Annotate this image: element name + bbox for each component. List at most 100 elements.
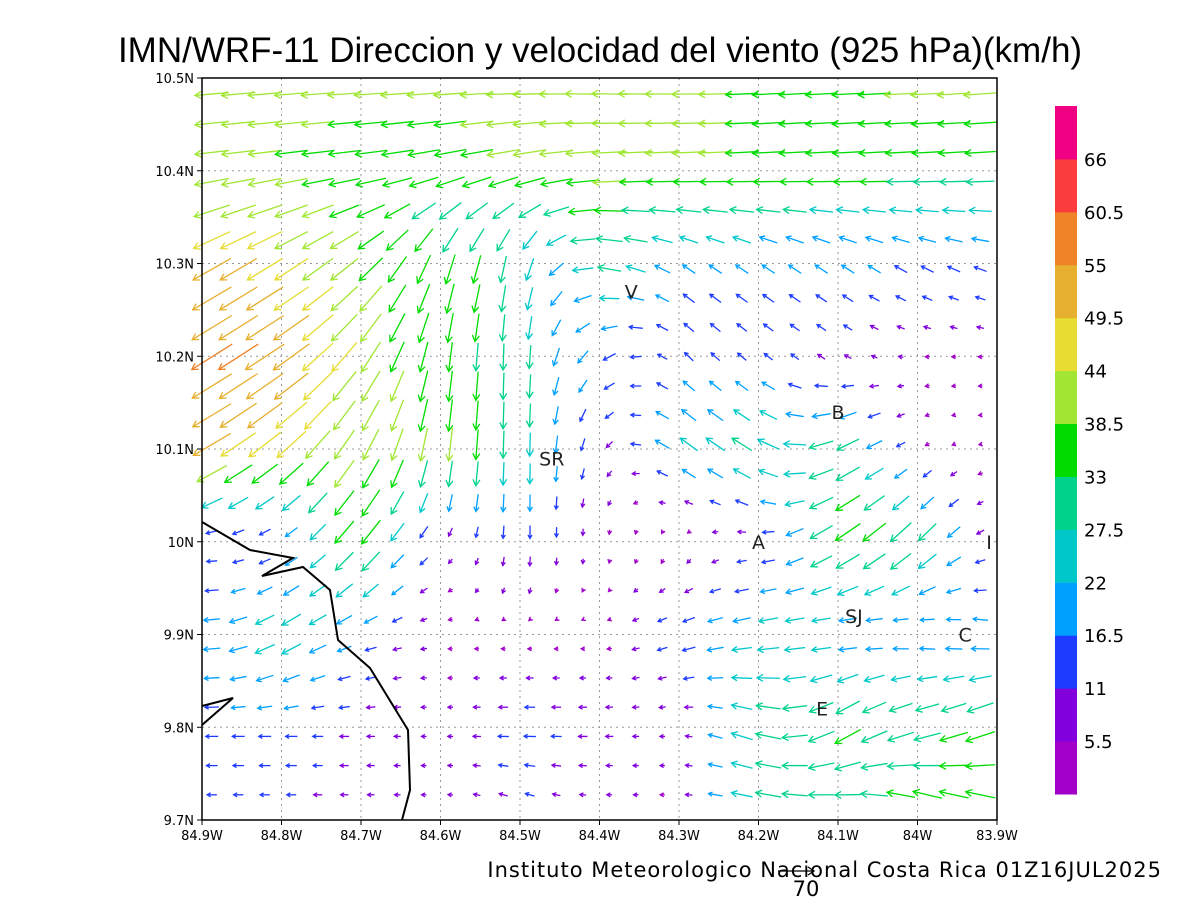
wind-arrow — [392, 586, 403, 595]
wind-arrow — [658, 618, 667, 622]
wind-arrow — [812, 413, 830, 418]
wind-arrow — [865, 586, 884, 595]
wind-arrow — [255, 645, 274, 654]
wind-arrow-shaft — [448, 313, 454, 342]
wind-arrow-shaft — [529, 374, 530, 397]
wind-arrow-shaft — [530, 404, 531, 427]
wind-arrow — [608, 500, 612, 505]
wind-arrow — [914, 733, 940, 742]
wind-arrow-shaft — [762, 265, 774, 273]
colorbar-swatch — [1055, 529, 1077, 582]
wind-arrow — [738, 353, 747, 360]
wind-arrow — [497, 229, 510, 250]
wind-arrow-shaft — [763, 295, 774, 303]
wind-arrow — [554, 497, 558, 510]
wind-arrow — [447, 494, 452, 511]
wind-arrow — [523, 231, 537, 249]
wind-arrow — [475, 558, 479, 564]
wind-arrow — [259, 734, 271, 738]
wind-arrow-shaft — [363, 584, 378, 597]
wind-arrow — [686, 734, 693, 738]
wind-arrow — [978, 501, 984, 505]
wind-arrow — [785, 501, 804, 507]
wind-arrow-shaft — [965, 151, 996, 153]
wind-arrow — [303, 205, 334, 218]
wind-arrow — [786, 588, 804, 594]
wind-arrow — [313, 734, 323, 738]
wind-arrow — [979, 442, 983, 446]
coastline — [202, 522, 410, 820]
colorbar-swatch — [1055, 106, 1077, 159]
wind-arrow — [952, 384, 956, 388]
wind-arrow — [500, 373, 507, 400]
wind-arrow-shaft — [335, 491, 354, 515]
wind-arrow — [655, 265, 670, 273]
wind-arrow — [393, 647, 401, 651]
wind-arrow — [711, 324, 721, 332]
wind-arrow — [632, 472, 639, 476]
wind-arrow — [914, 178, 942, 185]
wind-arrow — [836, 467, 859, 480]
colorbar-label: 22 — [1084, 573, 1107, 594]
wind-arrow — [707, 647, 723, 652]
wind-arrow — [733, 236, 751, 243]
wind-arrow — [461, 150, 493, 158]
wind-arrow — [526, 374, 533, 397]
wind-arrow — [500, 462, 507, 485]
wind-arrow-shaft — [283, 495, 301, 510]
wind-arrow-shaft — [940, 765, 968, 766]
wind-arrow-shaft — [708, 410, 723, 421]
wind-arrow-shaft — [275, 232, 308, 249]
wind-arrow — [280, 463, 303, 484]
wind-arrow-shaft — [600, 298, 620, 299]
wind-arrow — [737, 324, 747, 332]
wind-arrow — [780, 178, 809, 185]
wind-arrow — [338, 676, 350, 680]
wind-arrow — [730, 207, 754, 214]
wind-arrow — [684, 676, 695, 680]
wind-arrow — [390, 342, 404, 372]
wind-arrow — [285, 528, 297, 537]
wind-arrow-shaft — [302, 178, 333, 184]
wind-arrow-shaft — [967, 181, 995, 182]
wind-arrow — [897, 413, 904, 417]
wind-arrow — [661, 559, 665, 563]
wind-arrow-shaft — [706, 438, 724, 451]
wind-arrow — [839, 647, 857, 652]
wind-arrow — [363, 429, 379, 459]
wind-arrow — [257, 675, 274, 681]
wind-arrow-shaft — [392, 429, 403, 461]
wind-arrow-shaft — [334, 401, 356, 430]
wind-arrow — [421, 647, 427, 651]
wind-arrow — [282, 644, 301, 654]
wind-arrow — [283, 495, 301, 510]
town-label: SR — [539, 448, 564, 470]
wind-arrow — [925, 355, 929, 359]
colorbar-label: 60.5 — [1084, 203, 1124, 224]
wind-arrow — [979, 413, 983, 417]
wind-arrow-shaft — [789, 265, 801, 273]
wind-arrow — [711, 353, 720, 361]
wind-arrow-head — [274, 304, 281, 310]
wind-arrow — [525, 763, 535, 767]
wind-arrow — [945, 237, 962, 242]
wind-arrow — [303, 343, 333, 370]
wind-arrow — [501, 557, 505, 566]
wind-arrow — [925, 384, 929, 388]
wind-arrow — [607, 793, 612, 797]
wind-arrow — [207, 764, 218, 768]
wind-arrow — [499, 705, 508, 709]
colorbar-label: 44 — [1084, 362, 1107, 383]
wind-arrow-shaft — [622, 210, 650, 211]
wind-arrow — [762, 382, 775, 389]
wind-arrow — [446, 461, 453, 487]
wind-arrow — [571, 237, 595, 244]
wind-arrow — [335, 521, 354, 543]
wind-arrow — [809, 763, 835, 770]
wind-arrow — [759, 469, 778, 477]
wind-arrow — [260, 529, 271, 535]
x-tick-label: 84.5W — [499, 829, 541, 844]
wind-arrow-shaft — [332, 342, 357, 371]
wind-arrow — [632, 647, 639, 651]
wind-arrow — [335, 430, 355, 459]
